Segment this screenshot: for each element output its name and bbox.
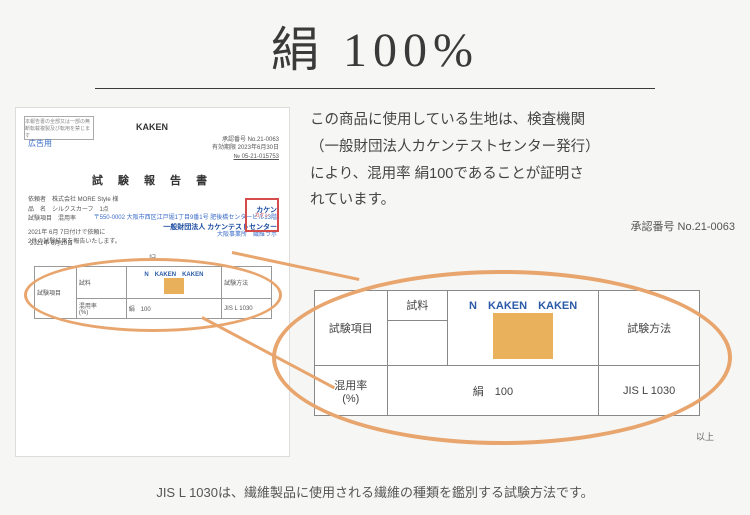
zoom-table: 試験項目 試料 N KAKEN KAKEN 試験方法 混用率 (%) 絹 100…: [314, 290, 700, 416]
doc-requester: 依頼者 株式会社 MORE Style 様: [28, 196, 121, 206]
zoom-method-value: JIS L 1030: [599, 366, 700, 416]
footnote: JIS L 1030は、繊維製品に使用される繊維の種類を鑑別する試験方法です。: [0, 482, 750, 501]
zoom-ratio-value: 絹 100: [387, 366, 599, 416]
main-title: 絹 100%: [0, 0, 750, 80]
doc-approval-no: 承認番号 No.21-0063: [212, 136, 279, 144]
doc-topright: 承認番号 No.21-0063 有効期限 2023年6月30日 № 05-21-…: [212, 136, 279, 161]
sm-method-header: 試験方法: [222, 267, 272, 299]
zoom-swatch: [493, 313, 553, 359]
desc-line-3: により、混用率 絹100であることが証明さ: [310, 161, 735, 188]
doc-seal: カケン: [245, 198, 279, 232]
zoom-kaken-text: N KAKEN KAKEN: [469, 300, 577, 312]
sm-ratio-label: 混用率 (%): [76, 299, 126, 319]
doc-brand: KAKEN: [136, 122, 168, 132]
sm-kaken-cell: N KAKEN KAKEN: [126, 267, 221, 299]
zoom-ratio-label: 混用率 (%): [315, 366, 388, 416]
doc-date: 2021年 6月10日: [30, 238, 73, 247]
zoom-method-header: 試験方法: [599, 291, 700, 366]
desc-line-1: この商品に使用している生地は、検査機関: [310, 107, 735, 134]
desc-line-2: （一般財団法人カケンテストセンター発行）: [310, 134, 735, 161]
zoom-sample-header: 試料: [387, 291, 447, 321]
doc-copyright-box: 本報告書の全部又は一部の無断転載複製及び転用を禁じます: [24, 116, 94, 140]
zoom-endnote: 以上: [696, 430, 714, 443]
doc-rec: 記: [149, 253, 156, 263]
sm-sample-header: 試料: [76, 267, 126, 299]
doc-title: 試 験 報 告 書: [16, 172, 289, 188]
zoom-kaken-cell: N KAKEN KAKEN: [448, 291, 599, 366]
doc-issuer-lab: 大阪事業所 繊維ラボ: [94, 232, 277, 240]
doc-serial: № 05-21-015753: [212, 153, 279, 161]
sm-swatch: [164, 278, 184, 294]
description: この商品に使用している生地は、検査機関 （一般財団法人カケンテストセンター発行）…: [310, 107, 735, 214]
sm-method-value: JIS L 1030: [222, 299, 272, 319]
doc-expiry: 有効期限 2023年6月30日: [212, 144, 279, 152]
zoom-item-header: 試験項目: [315, 291, 388, 366]
zoom-region: 試験項目 試料 N KAKEN KAKEN 試験方法 混用率 (%) 絹 100…: [272, 270, 732, 445]
doc-small-table: 試験項目 試料 N KAKEN KAKEN 試験方法 混用率 (%) 絹 100…: [34, 266, 272, 319]
sm-item-header: 試験項目: [35, 267, 77, 319]
approval-number: 承認番号 No.21-0063: [310, 218, 735, 234]
desc-line-4: れています。: [310, 187, 735, 214]
doc-ad-label: 広告用: [28, 138, 52, 149]
certificate-thumbnail: 本報告書の全部又は一部の無断転載複製及び転用を禁じます KAKEN 広告用 承認…: [15, 107, 290, 457]
sm-ratio-value: 絹 100: [126, 299, 221, 319]
